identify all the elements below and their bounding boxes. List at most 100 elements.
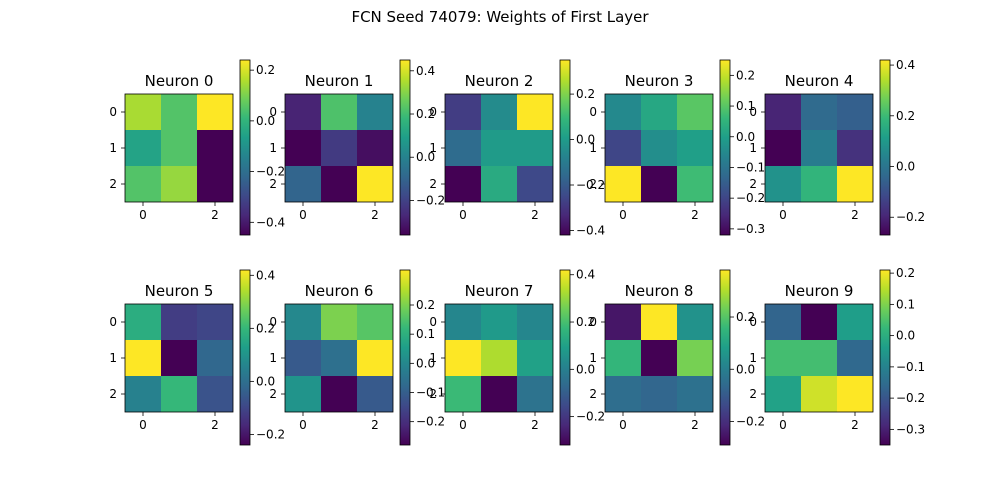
colorbar-tick-label: 0.0 bbox=[576, 133, 595, 147]
heatmap-cell-r0-c0 bbox=[445, 304, 481, 340]
colorbar-tick-label: −0.1 bbox=[416, 386, 445, 400]
x-tick-label: 0 bbox=[139, 418, 147, 432]
heatmap-cell-r1-c1 bbox=[801, 130, 837, 166]
y-tick-label: 0 bbox=[269, 315, 277, 329]
heatmap-cell-r0-c2 bbox=[517, 304, 553, 340]
x-tick-label: 0 bbox=[779, 418, 787, 432]
heatmap-cell-r2-c1 bbox=[321, 166, 357, 202]
heatmap-cell-r2-c2 bbox=[677, 166, 713, 202]
y-tick-label: 0 bbox=[589, 105, 597, 119]
colorbar-tick-label: 0.0 bbox=[256, 114, 275, 128]
panel-neuron-5: Neuron 5 0 2 0 1 2 −0.2 0.0 0.2 0.4 bbox=[109, 268, 285, 446]
y-tick-label: 0 bbox=[109, 105, 117, 119]
colorbar-tick-label: 0.2 bbox=[416, 298, 435, 312]
heatmap-cell-r0-c1 bbox=[481, 304, 517, 340]
colorbar-tick-label: −0.4 bbox=[256, 215, 285, 229]
heatmap-cell-r2-c0 bbox=[445, 376, 481, 412]
colorbar-tick-label: −0.2 bbox=[256, 165, 285, 179]
heatmap-cell-r0-c1 bbox=[161, 94, 197, 130]
colorbar-tick-label: −0.2 bbox=[896, 391, 925, 405]
colorbar bbox=[400, 60, 410, 235]
y-tick-label: 1 bbox=[589, 351, 597, 365]
heatmap-cell-r2-c2 bbox=[677, 376, 713, 412]
y-tick-label: 2 bbox=[429, 177, 437, 191]
panel-title: Neuron 2 bbox=[465, 72, 534, 90]
heatmap-cell-r2-c2 bbox=[517, 166, 553, 202]
panel-title: Neuron 9 bbox=[785, 282, 854, 300]
y-tick-label: 1 bbox=[749, 141, 757, 155]
heatmap-cell-r2-c1 bbox=[801, 376, 837, 412]
colorbar-tick-label: 0.0 bbox=[736, 130, 755, 144]
heatmap-cell-r1-c0 bbox=[125, 130, 161, 166]
colorbar-tick-label: 0.0 bbox=[736, 362, 755, 376]
heatmap-cell-r2-c0 bbox=[125, 376, 161, 412]
heatmap-cell-r1-c0 bbox=[605, 340, 641, 376]
heatmap-cell-r1-c2 bbox=[517, 130, 553, 166]
heatmap-cell-r1-c0 bbox=[445, 340, 481, 376]
colorbar-tick-label: 0.1 bbox=[736, 99, 755, 113]
heatmap-cell-r1-c1 bbox=[321, 130, 357, 166]
heatmap-cell-r0-c1 bbox=[161, 304, 197, 340]
heatmap-cell-r0-c0 bbox=[285, 94, 321, 130]
y-tick-label: 1 bbox=[589, 141, 597, 155]
colorbar-tick-label: 0.1 bbox=[416, 327, 435, 341]
x-tick-label: 2 bbox=[531, 418, 539, 432]
heatmap-cell-r1-c1 bbox=[641, 340, 677, 376]
heatmap-cell-r0-c2 bbox=[197, 304, 233, 340]
y-tick-label: 2 bbox=[109, 387, 117, 401]
heatmap-cell-r1-c2 bbox=[677, 340, 713, 376]
colorbar-tick-label: −0.2 bbox=[576, 178, 605, 192]
y-tick-label: 2 bbox=[589, 177, 597, 191]
y-tick-label: 0 bbox=[589, 315, 597, 329]
x-tick-label: 0 bbox=[299, 208, 307, 222]
colorbar-frame bbox=[559, 269, 571, 446]
colorbar-tick-label: −0.3 bbox=[736, 222, 765, 236]
colorbar-tick-label: 0.0 bbox=[576, 362, 595, 376]
colorbar-frame bbox=[719, 269, 731, 446]
heatmap-cell-r0-c1 bbox=[321, 304, 357, 340]
heatmap-cell-r0-c0 bbox=[445, 94, 481, 130]
colorbar bbox=[720, 270, 730, 445]
heatmap-cell-r1-c0 bbox=[285, 130, 321, 166]
heatmap-cell-r2-c2 bbox=[517, 376, 553, 412]
heatmap-cell-r0-c2 bbox=[517, 94, 553, 130]
colorbar bbox=[560, 60, 570, 235]
colorbar-frame bbox=[719, 59, 731, 236]
heatmap-cell-r2-c1 bbox=[161, 376, 197, 412]
heatmap-cell-r2-c2 bbox=[197, 376, 233, 412]
colorbar-tick-label: −0.1 bbox=[736, 160, 765, 174]
panel-neuron-2: Neuron 2 0 2 0 1 2 −0.4 −0.2 0.0 0.2 bbox=[429, 59, 605, 237]
x-tick-label: 2 bbox=[691, 208, 699, 222]
panel-neuron-6: Neuron 6 0 2 0 1 2 −0.2 −0.1 0.0 0.1 0.2 bbox=[269, 269, 445, 446]
y-tick-label: 1 bbox=[109, 141, 117, 155]
x-tick-label: 0 bbox=[619, 418, 627, 432]
y-tick-label: 1 bbox=[269, 141, 277, 155]
colorbar-tick-label: 0.4 bbox=[576, 268, 595, 282]
panel-neuron-7: Neuron 7 0 2 0 1 2 −0.2 0.0 0.2 0.4 bbox=[429, 268, 605, 446]
y-tick-label: 2 bbox=[109, 177, 117, 191]
heatmap-cell-r2-c1 bbox=[161, 166, 197, 202]
panel-title: Neuron 5 bbox=[145, 282, 214, 300]
heatmap-cell-r1-c2 bbox=[517, 340, 553, 376]
colorbar-frame bbox=[559, 59, 571, 236]
panel-neuron-0: Neuron 0 0 2 0 1 2 −0.4 −0.2 0.0 0.2 bbox=[109, 59, 285, 236]
heatmap-cell-r1-c1 bbox=[161, 130, 197, 166]
heatmap-cell-r2-c1 bbox=[481, 376, 517, 412]
panel-title: Neuron 3 bbox=[625, 72, 694, 90]
y-tick-label: 1 bbox=[429, 141, 437, 155]
y-tick-label: 0 bbox=[429, 105, 437, 119]
heatmap-cell-r0-c0 bbox=[125, 304, 161, 340]
colorbar-tick-label: 0.0 bbox=[416, 150, 435, 164]
x-tick-label: 2 bbox=[531, 208, 539, 222]
x-tick-label: 2 bbox=[211, 418, 219, 432]
y-tick-label: 1 bbox=[109, 351, 117, 365]
colorbar-tick-label: −0.2 bbox=[576, 410, 605, 424]
heatmap-cell-r2-c2 bbox=[837, 376, 873, 412]
heatmap-cell-r0-c0 bbox=[285, 304, 321, 340]
heatmap-cell-r2-c0 bbox=[285, 166, 321, 202]
colorbar-tick-label: 0.2 bbox=[256, 63, 275, 77]
y-tick-label: 2 bbox=[749, 387, 757, 401]
y-tick-label: 2 bbox=[589, 387, 597, 401]
y-tick-label: 2 bbox=[269, 387, 277, 401]
